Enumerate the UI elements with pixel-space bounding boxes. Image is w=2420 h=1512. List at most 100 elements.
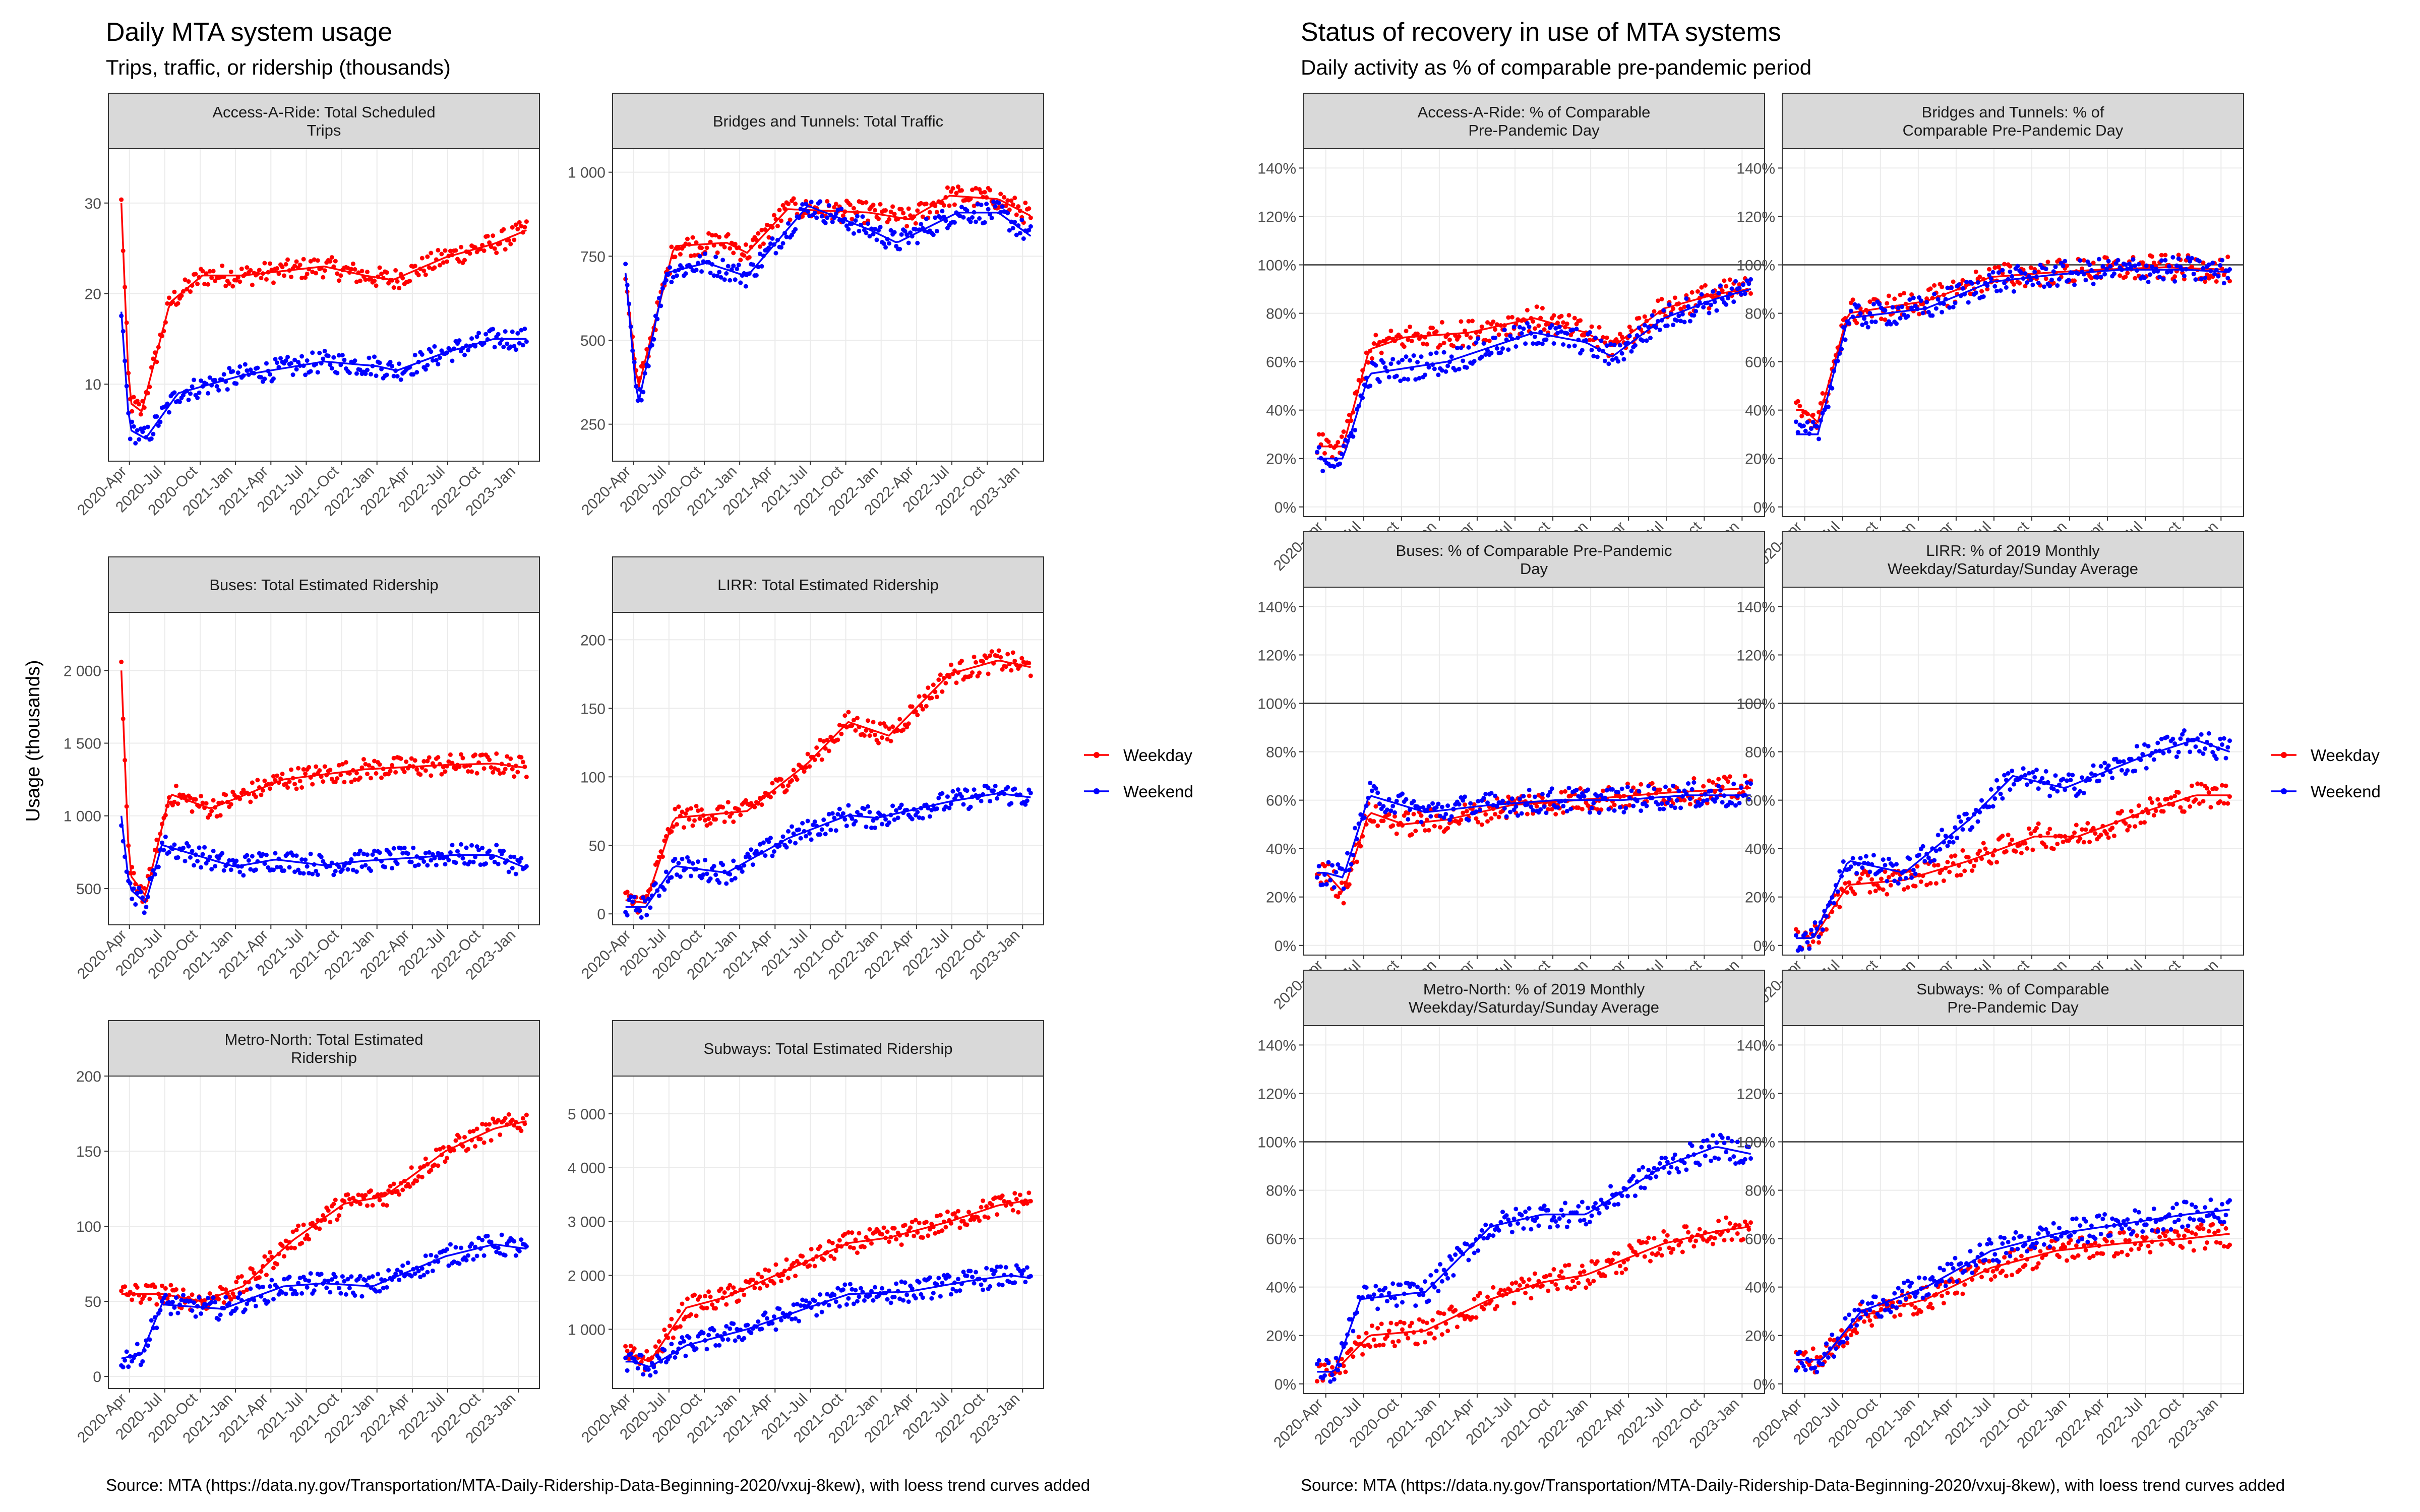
point-weekend xyxy=(1557,325,1562,330)
point-weekend xyxy=(161,848,166,853)
y-tick-label: 0 xyxy=(597,906,606,923)
point-weekday xyxy=(317,768,322,773)
point-weekend xyxy=(840,1287,845,1292)
point-weekday xyxy=(1002,195,1007,200)
point-weekend xyxy=(1933,306,1939,311)
point-weekend xyxy=(483,332,489,337)
point-weekday xyxy=(301,1222,306,1227)
point-weekend xyxy=(2106,259,2111,264)
point-weekend xyxy=(450,358,455,363)
point-weekend xyxy=(2163,258,2168,263)
point-weekend xyxy=(310,871,315,876)
point-weekday xyxy=(230,284,235,289)
point-weekend xyxy=(919,222,924,227)
point-weekend xyxy=(2225,276,2230,281)
panel-strip xyxy=(1782,93,2244,149)
point-weekend xyxy=(908,230,913,235)
point-weekend xyxy=(144,905,149,910)
point-weekend xyxy=(267,372,272,377)
point-weekend xyxy=(2131,257,2136,262)
point-weekend xyxy=(968,1269,973,1274)
point-weekday xyxy=(1007,207,1012,212)
point-weekday xyxy=(2019,851,2024,856)
point-weekday xyxy=(444,259,449,264)
point-weekend xyxy=(988,1284,993,1289)
point-weekend xyxy=(940,791,945,796)
point-weekend xyxy=(718,275,723,280)
point-weekday xyxy=(674,822,679,827)
point-weekend xyxy=(343,1292,348,1297)
point-weekend xyxy=(1564,808,1569,813)
point-weekend xyxy=(156,423,161,428)
point-weekday xyxy=(481,1140,487,1145)
point-weekday xyxy=(237,279,243,284)
point-weekend xyxy=(2032,270,2037,275)
point-weekend xyxy=(1568,806,1574,811)
point-weekend xyxy=(1612,808,1617,813)
point-weekend xyxy=(498,341,503,346)
point-weekday xyxy=(448,248,453,254)
point-weekend xyxy=(694,1346,699,1351)
point-weekend xyxy=(1686,781,1691,786)
point-weekday xyxy=(183,277,188,282)
point-weekend xyxy=(913,1296,918,1301)
point-weekend xyxy=(1519,811,1524,816)
point-weekend xyxy=(349,1274,354,1279)
plot-area xyxy=(613,149,1044,461)
point-weekend xyxy=(873,825,878,830)
point-weekend xyxy=(904,1292,910,1297)
point-weekend xyxy=(172,842,177,847)
point-weekend xyxy=(993,784,998,789)
point-weekend xyxy=(853,218,858,223)
point-weekend xyxy=(1316,864,1321,869)
point-weekday xyxy=(1977,274,1982,279)
point-weekend xyxy=(369,868,374,873)
point-weekend xyxy=(294,367,299,372)
point-weekend xyxy=(508,344,513,349)
point-weekday xyxy=(662,1328,667,1333)
point-weekend xyxy=(367,355,372,360)
point-weekend xyxy=(469,336,474,341)
point-weekend xyxy=(506,869,511,874)
point-weekend xyxy=(1930,313,1935,318)
point-weekend xyxy=(735,266,740,271)
point-weekend xyxy=(1404,354,1409,359)
point-weekend xyxy=(2189,256,2194,261)
point-weekday xyxy=(326,1208,331,1213)
point-weekday xyxy=(494,250,499,256)
point-weekend xyxy=(485,1233,490,1238)
point-weekday xyxy=(343,760,348,765)
point-weekend xyxy=(383,864,388,869)
point-weekday xyxy=(2008,264,2013,269)
point-weekday xyxy=(506,238,511,243)
point-weekday xyxy=(1933,881,1939,886)
point-weekend xyxy=(145,424,150,429)
point-weekday xyxy=(1659,297,1664,302)
point-weekday xyxy=(986,1215,991,1220)
point-weekday xyxy=(305,1233,310,1238)
point-weekend xyxy=(476,331,481,336)
y-tick-label: 5 000 xyxy=(568,1106,606,1123)
point-weekend xyxy=(289,361,294,366)
point-weekday xyxy=(138,412,143,417)
point-weekend xyxy=(513,347,518,352)
point-weekday xyxy=(966,1210,972,1215)
point-weekday xyxy=(717,234,722,239)
point-weekend xyxy=(697,254,702,259)
point-weekend xyxy=(1854,870,1859,875)
y-tick-label: 30 xyxy=(85,196,101,212)
point-weekend xyxy=(172,390,177,395)
point-weekday xyxy=(2023,841,2028,846)
point-weekend xyxy=(1316,445,1321,450)
point-weekday xyxy=(1493,811,1498,816)
point-weekend xyxy=(1701,798,1706,803)
point-weekend xyxy=(429,1252,434,1257)
point-weekend xyxy=(867,234,872,239)
point-weekend xyxy=(915,240,920,245)
point-weekend xyxy=(1748,277,1753,282)
point-weekend xyxy=(1883,863,1888,868)
point-weekend xyxy=(984,202,989,207)
point-weekend xyxy=(138,890,143,895)
point-weekday xyxy=(724,1302,729,1307)
y-tick-label: 1 000 xyxy=(64,808,101,825)
